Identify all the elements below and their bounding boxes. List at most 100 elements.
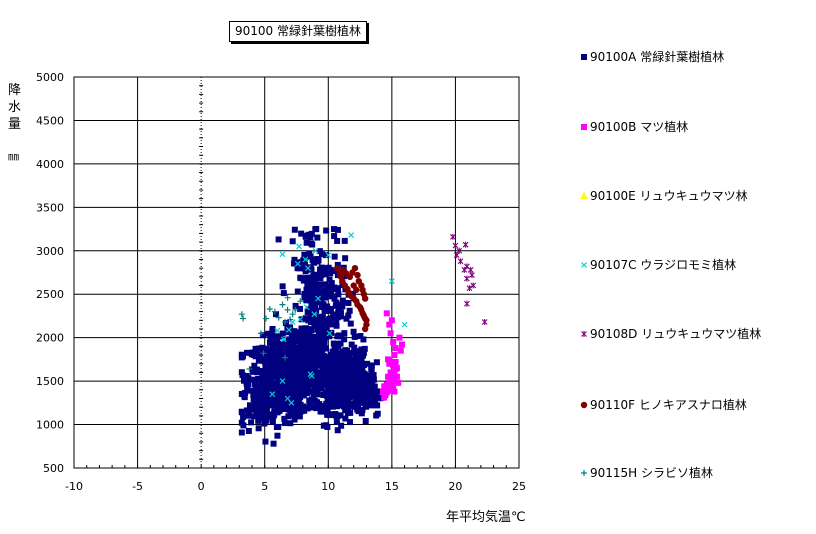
data-point: [241, 394, 248, 401]
legend-marker: [581, 330, 587, 337]
data-point: [252, 353, 259, 360]
data-point: [329, 400, 336, 407]
data-point: [289, 384, 296, 391]
data-point: [361, 399, 368, 406]
data-point: [292, 302, 299, 309]
data-point: [393, 373, 400, 380]
data-point: [297, 348, 304, 355]
data-point: [287, 324, 294, 331]
data-point: [457, 258, 464, 265]
data-point: [350, 328, 357, 335]
data-point: [392, 358, 399, 365]
data-point: [305, 357, 312, 364]
data-point: [317, 350, 324, 357]
y-tick-label: 5000: [36, 71, 64, 84]
data-point: [331, 295, 338, 302]
data-point: [337, 353, 344, 360]
data-point: [357, 333, 364, 340]
data-point: [324, 411, 331, 418]
data-point: [324, 303, 331, 310]
data-point: [290, 362, 297, 369]
data-point: [360, 336, 367, 343]
data-point: [308, 348, 315, 355]
data-point: [273, 397, 280, 404]
data-point: [331, 233, 338, 240]
x-tick-label: 0: [198, 480, 205, 493]
data-point: [293, 403, 300, 410]
data-point: [311, 289, 318, 296]
legend-marker: [581, 123, 587, 130]
data-point: [388, 317, 395, 324]
data-point: [255, 425, 262, 432]
data-point: [383, 310, 390, 317]
data-point: [311, 305, 318, 312]
data-point: [337, 340, 344, 347]
data-point: [345, 312, 352, 319]
data-point: [350, 364, 357, 371]
data-point: [322, 357, 329, 364]
data-point: [300, 352, 307, 359]
data-point: [327, 290, 334, 297]
data-point: [358, 367, 365, 374]
data-point: [263, 403, 270, 410]
data-point: [330, 226, 337, 233]
data-point: [268, 367, 275, 374]
data-point: [306, 397, 313, 404]
data-point: [348, 232, 355, 239]
data-point: [377, 395, 384, 402]
data-point: [280, 384, 287, 391]
data-point: [262, 438, 269, 445]
data-point: [385, 356, 392, 363]
data-point: [262, 371, 269, 378]
data-point: [341, 237, 348, 244]
data-point: [312, 385, 319, 392]
data-point: [288, 350, 295, 357]
data-point: [331, 253, 338, 260]
data-point: [287, 345, 294, 352]
data-point: [274, 369, 281, 376]
data-point: [259, 371, 266, 378]
data-point: [355, 394, 362, 401]
data-point: [466, 285, 473, 292]
data-point: [273, 424, 280, 431]
data-point: [332, 349, 339, 356]
data-point: [283, 400, 290, 407]
data-point: [238, 409, 245, 416]
data-point: [301, 265, 308, 272]
data-point: [346, 307, 353, 314]
data-point: [463, 275, 470, 282]
data-point: [284, 352, 291, 359]
data-point: [357, 384, 364, 391]
legend-item: 90110F ヒノキアスナロ植林: [578, 396, 747, 413]
legend-item: 90107C ウラジロモミ植林: [578, 256, 736, 273]
data-point: [366, 372, 373, 379]
data-point: [320, 301, 327, 308]
data-point: [318, 319, 325, 326]
data-point: [312, 226, 319, 233]
data-point: [325, 252, 332, 259]
legend-label: 90100A 常緑針葉樹植林: [590, 50, 725, 64]
data-point: [318, 408, 325, 415]
data-point: [301, 294, 308, 301]
data-point: [250, 404, 257, 411]
data-point: [282, 320, 289, 327]
data-point: [290, 337, 297, 344]
data-point: [388, 278, 395, 285]
x-tick-label: -10: [65, 480, 83, 493]
data-point: [395, 379, 402, 386]
data-point: [306, 388, 313, 395]
data-point: [271, 412, 278, 419]
data-point: [331, 383, 338, 390]
data-point: [261, 381, 268, 388]
data-point: [275, 347, 282, 354]
data-point: [307, 264, 314, 271]
data-point: [315, 281, 322, 288]
data-point: [316, 248, 323, 255]
data-point: [327, 364, 334, 371]
data-point: [305, 279, 312, 286]
data-point: [314, 391, 321, 398]
data-point: [274, 327, 281, 334]
data-point: [350, 373, 357, 380]
data-point: [308, 296, 315, 303]
data-point: [285, 326, 292, 333]
